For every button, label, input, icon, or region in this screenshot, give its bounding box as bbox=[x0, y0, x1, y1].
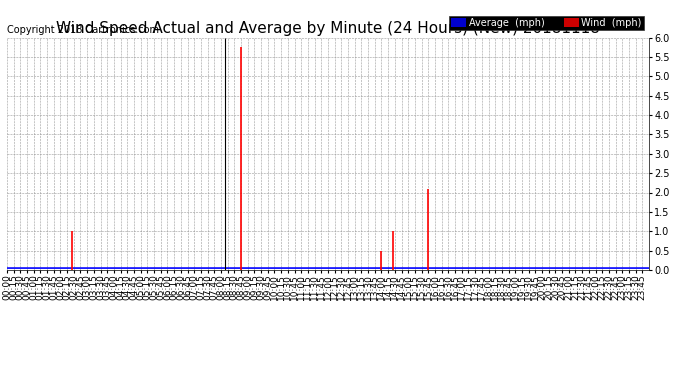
Title: Wind Speed Actual and Average by Minute (24 Hours) (New) 20181118: Wind Speed Actual and Average by Minute … bbox=[56, 21, 600, 36]
Legend: Average  (mph), Wind  (mph): Average (mph), Wind (mph) bbox=[449, 16, 644, 30]
Text: Copyright 2018 Cartronics.com: Copyright 2018 Cartronics.com bbox=[7, 25, 159, 35]
